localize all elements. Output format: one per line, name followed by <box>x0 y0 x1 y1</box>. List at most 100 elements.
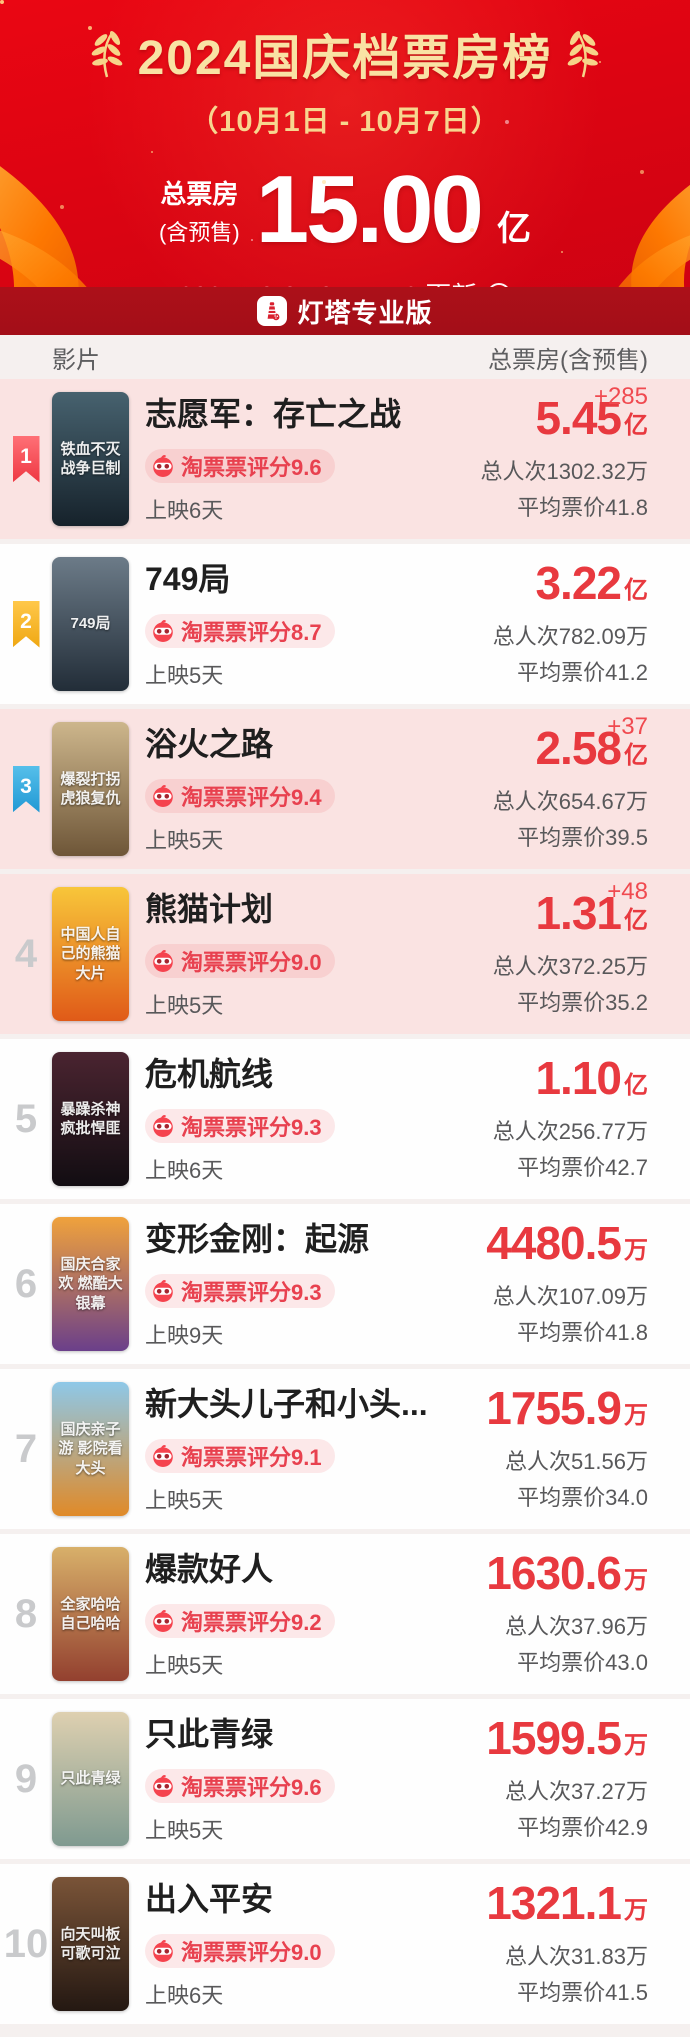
days-on-release: 上映6天 <box>145 1983 224 2008</box>
brand-name: 灯塔专业版 <box>297 297 433 328</box>
rank-cell: 8 <box>0 1592 52 1637</box>
days-on-release: 上映5天 <box>145 828 224 853</box>
rank-cell: 4 <box>0 932 52 977</box>
movie-row[interactable]: 9 只此青绿 只此青绿 淘票票评分9.6 上映5天 <box>0 1699 690 1859</box>
average-price: 平均票价42.7 <box>517 1155 648 1180</box>
box-office-unit: 万 <box>624 1732 648 1759</box>
box-office-value-line: 3.22 亿 <box>493 560 648 606</box>
average-price: 平均票价41.8 <box>517 1320 648 1345</box>
rating-pill: 淘票票评分9.0 <box>145 1934 335 1968</box>
movie-row[interactable]: 2 749局 749局 淘票票评分8.7 上映5天 <box>0 544 690 704</box>
movie-poster: 向天叫板 可歌可泣 <box>52 1877 129 2011</box>
beacon-lighthouse-logo-icon <box>257 296 288 326</box>
rank-cell: 9 <box>0 1757 52 1802</box>
movie-row[interactable]: 7 国庆亲子游 影院看大头 新大头儿子和小头... 淘票票评分9.1 <box>0 1369 690 1529</box>
movie-info: 变形金刚：起源 淘票票评分9.3 上映9天 <box>145 1217 486 1351</box>
box-office-value: 2.58 <box>535 722 622 774</box>
rank-cell: 1 <box>0 435 52 483</box>
average-price: 平均票价39.5 <box>517 825 648 850</box>
poster-text: 中国人自己的熊猫大片 <box>60 925 121 982</box>
movie-row[interactable]: 10 向天叫板 可歌可泣 出入平安 淘票票评分9.0 上映6天 <box>0 1864 690 2024</box>
rating-pill: 淘票票评分9.4 <box>145 779 335 813</box>
total-audience: 总人次654.67万 <box>492 789 648 814</box>
movie-title: 志愿军：存亡之战 <box>145 396 402 432</box>
movie-title: 爆款好人 <box>145 1551 274 1587</box>
movie-title: 熊猫计划 <box>145 891 274 927</box>
box-office-value-line: 1.10 亿 <box>493 1055 648 1101</box>
realtime-change: +37 <box>607 713 648 740</box>
total-audience: 总人次31.83万 <box>504 1944 648 1969</box>
rank-cell: 2 <box>0 600 52 648</box>
days-on-release: 上映5天 <box>145 1488 224 1513</box>
movie-row[interactable]: 1 铁血不灭 战争巨制 志愿军：存亡之战 淘票票评分9.6 <box>0 379 690 539</box>
box-office-value: 3.22 <box>535 557 622 609</box>
rating-text: 淘票票评分9.1 <box>181 1445 322 1470</box>
movie-info: 只此青绿 淘票票评分9.6 上映5天 <box>145 1712 486 1846</box>
rank-number: 9 <box>14 1756 38 1801</box>
movie-row[interactable]: 5 暴躁杀神 疯批悍匪 危机航线 淘票票评分9.3 上映6天 <box>0 1039 690 1199</box>
rank-number: 7 <box>14 1426 38 1471</box>
rating-pill: 淘票票评分9.6 <box>145 449 335 483</box>
movie-info: 志愿军：存亡之战 淘票票评分9.6 上映6天 <box>145 392 480 526</box>
box-office-unit: 万 <box>624 1897 648 1924</box>
movie-info: 浴火之路 淘票票评分9.4 上映5天 <box>145 722 493 856</box>
rating-text: 淘票票评分9.2 <box>181 1610 322 1635</box>
movie-info: 749局 淘票票评分8.7 上映5天 <box>145 557 493 691</box>
movie-poster: 国庆合家欢 燃酷大银幕 <box>52 1217 129 1351</box>
movie-poster: 暴躁杀神 疯批悍匪 <box>52 1052 129 1186</box>
movie-row[interactable]: 6 国庆合家欢 燃酷大银幕 变形金刚：起源 淘票票评分9.3 上映 <box>0 1204 690 1364</box>
average-price: 平均票价42.9 <box>517 1815 648 1840</box>
rating-text: 淘票票评分9.6 <box>181 1775 322 1800</box>
movie-title: 出入平安 <box>145 1881 274 1917</box>
hero-header: 2024国庆档票房榜 （10月1日 - 10月7日） 总票房 (含预售) 15 <box>0 0 690 335</box>
taopiaopiao-mascot-icon <box>153 1280 173 1302</box>
box-office-unit: 亿 <box>624 907 648 934</box>
movie-info: 危机航线 淘票票评分9.3 上映6天 <box>145 1052 493 1186</box>
box-office-value: 1.10 <box>535 1052 622 1104</box>
box-office-value-line: 1.31 亿 <box>493 890 648 936</box>
rating-text: 淘票票评分8.7 <box>181 620 322 645</box>
movie-row[interactable]: 8 全家哈哈 自己哈哈 爆款好人 淘票票评分9.2 上映5天 <box>0 1534 690 1694</box>
total-audience: 总人次37.27万 <box>504 1779 648 1804</box>
poster-text: 国庆合家欢 燃酷大银幕 <box>58 1255 123 1312</box>
rank-number: 4 <box>14 931 38 976</box>
movie-poster: 中国人自己的熊猫大片 <box>52 887 129 1021</box>
box-office-stats: 1599.5 万 总人次37.27万 平均票价42.9 <box>486 1715 690 1843</box>
poster-text: 暴躁杀神 疯批悍匪 <box>60 1100 121 1138</box>
rating-text: 淘票票评分9.6 <box>181 455 322 480</box>
box-office-stats: 1321.1 万 总人次31.83万 平均票价41.5 <box>486 1880 690 2008</box>
box-office-stats: 1630.6 万 总人次37.96万 平均票价43.0 <box>486 1550 690 1678</box>
movie-poster: 国庆亲子游 影院看大头 <box>52 1382 129 1516</box>
movie-row[interactable]: 3 爆裂打拐 虎狼复仇 浴火之路 淘票票评分9.4 <box>0 709 690 869</box>
average-price: 平均票价41.2 <box>517 660 648 685</box>
movie-title: 只此青绿 <box>145 1716 274 1752</box>
rating-pill: 淘票票评分9.6 <box>145 1769 335 1803</box>
rating-text: 淘票票评分9.3 <box>181 1115 322 1140</box>
taopiaopiao-mascot-icon <box>153 620 173 642</box>
page-title: 2024国庆档票房榜 <box>137 32 553 85</box>
box-office-value: 1.31 <box>535 887 622 939</box>
box-office-value-line: 1755.9 万 <box>486 1385 648 1431</box>
box-office-unit: 亿 <box>624 742 648 769</box>
poster-text: 只此青绿 <box>60 1770 121 1788</box>
total-audience: 总人次372.25万 <box>492 954 648 979</box>
movie-title: 749局 <box>145 561 231 597</box>
average-price: 平均票价34.0 <box>517 1485 648 1510</box>
movie-row[interactable]: 4 中国人自己的熊猫大片 熊猫计划 淘票票评分9.0 上映5天 <box>0 874 690 1034</box>
box-office-unit: 亿 <box>624 1072 648 1099</box>
total-box-office: 总票房 (含预售) 15.00 亿 <box>0 162 690 258</box>
box-office-value-line: 4480.5 万 <box>486 1220 648 1266</box>
taopiaopiao-mascot-icon <box>153 1775 173 1797</box>
movie-info: 熊猫计划 淘票票评分9.0 上映5天 <box>145 887 493 1021</box>
days-on-release: 上映5天 <box>145 663 224 688</box>
total-audience: 总人次256.77万 <box>492 1119 648 1144</box>
average-price: 平均票价41.8 <box>517 495 648 520</box>
movie-poster: 全家哈哈 自己哈哈 <box>52 1547 129 1681</box>
box-office-stats: +48 1.31 亿 总人次372.25万 平均票价35.2 <box>492 878 690 1018</box>
brand-band: 灯塔专业版 <box>0 287 690 335</box>
rank-number: 8 <box>14 1591 38 1636</box>
total-audience: 总人次107.09万 <box>492 1284 648 1309</box>
rating-pill: 淘票票评分9.3 <box>145 1274 335 1308</box>
movie-title: 新大头儿子和小头... <box>145 1386 428 1422</box>
movie-title: 危机航线 <box>145 1056 274 1092</box>
